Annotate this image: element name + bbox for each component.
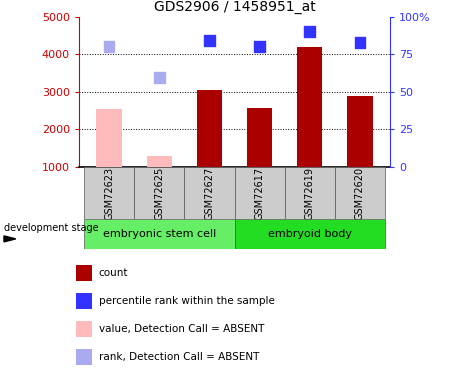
Bar	[134, 167, 184, 219]
Text: rank, Detection Call = ABSENT: rank, Detection Call = ABSENT	[99, 352, 259, 362]
Bar	[297, 47, 322, 167]
Text: development stage: development stage	[4, 223, 99, 233]
Bar	[235, 167, 285, 219]
Bar	[76, 350, 92, 365]
Text: count: count	[99, 268, 128, 278]
Point	[206, 38, 213, 44]
Polygon shape	[4, 236, 16, 242]
Point	[356, 39, 364, 45]
Text: GSM72627: GSM72627	[204, 166, 214, 220]
Text: embryoid body: embryoid body	[268, 230, 352, 239]
Bar	[84, 167, 134, 219]
Bar	[76, 321, 92, 337]
Text: GSM72623: GSM72623	[104, 166, 114, 220]
Bar	[184, 167, 235, 219]
Text: GSM72620: GSM72620	[355, 166, 365, 220]
Bar	[76, 293, 92, 309]
Bar	[347, 96, 373, 167]
Text: embryonic stem cell: embryonic stem cell	[103, 230, 216, 239]
Text: GSM72617: GSM72617	[255, 166, 265, 220]
Title: GDS2906 / 1458951_at: GDS2906 / 1458951_at	[154, 0, 315, 15]
Text: percentile rank within the sample: percentile rank within the sample	[99, 296, 275, 306]
Text: value, Detection Call = ABSENT: value, Detection Call = ABSENT	[99, 324, 264, 334]
Bar	[247, 108, 272, 167]
Bar	[197, 90, 222, 167]
Text: GSM72619: GSM72619	[305, 166, 315, 220]
Point	[256, 44, 263, 50]
Point	[306, 28, 313, 34]
Bar	[335, 167, 385, 219]
Bar	[76, 265, 92, 280]
Bar	[84, 219, 235, 249]
Bar	[235, 219, 385, 249]
Point	[156, 75, 163, 81]
Bar	[285, 167, 335, 219]
Bar	[147, 156, 172, 167]
Bar	[97, 109, 122, 167]
Text: GSM72625: GSM72625	[154, 166, 164, 220]
Point	[106, 44, 113, 50]
